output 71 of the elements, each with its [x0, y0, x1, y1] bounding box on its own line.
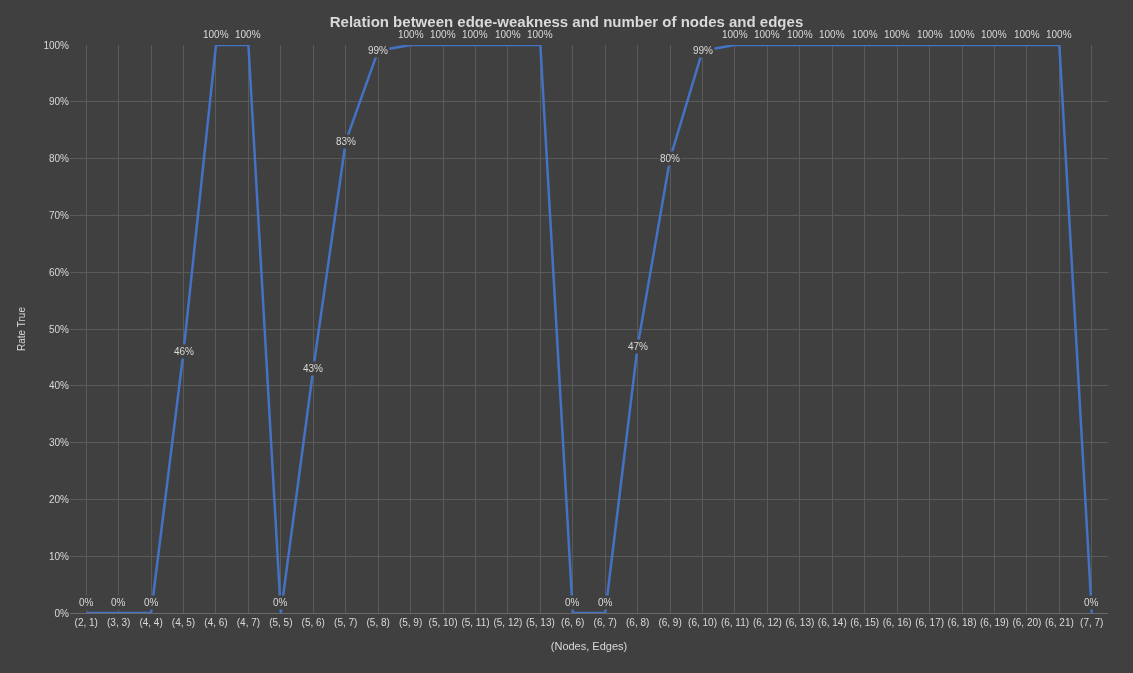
x-tick-label: (4, 6) [204, 617, 228, 628]
data-label: 100% [852, 29, 878, 40]
x-tick-label: (6, 11) [720, 617, 750, 628]
x-tick-label: (5, 7) [334, 617, 358, 628]
y-tick-label: 80% [48, 153, 70, 165]
x-tick-label: (6, 8) [625, 617, 650, 628]
x-tick-label: (6, 18) [947, 617, 977, 628]
data-label: 0% [273, 597, 288, 608]
x-tick-label: (5, 13) [525, 617, 555, 628]
data-label: 0% [565, 597, 580, 608]
data-label: 100% [949, 29, 975, 40]
y-tick-label: 70% [48, 209, 70, 221]
y-tick-label: 20% [48, 493, 70, 505]
data-label: 0% [598, 597, 613, 608]
x-tick-label: (5, 10) [428, 617, 458, 628]
x-tick-label: (6, 15) [850, 617, 880, 628]
data-label: 0% [111, 597, 126, 608]
data-label: 100% [235, 29, 261, 40]
y-tick-label: 60% [48, 266, 70, 278]
x-tick-label: (6, 6) [561, 617, 585, 628]
data-label: 100% [203, 29, 229, 40]
data-label: 0% [144, 597, 159, 608]
x-axis-title: (Nodes, Edges) [550, 640, 628, 653]
data-label: 0% [1084, 597, 1099, 608]
data-label: 100% [754, 29, 780, 40]
x-tick-label: (6, 13) [785, 617, 815, 628]
x-tick-label: (5, 12) [493, 617, 523, 628]
x-tick-label: (6, 9) [658, 617, 682, 628]
data-label: 100% [917, 29, 943, 40]
x-tick-label: (5, 11) [461, 617, 490, 628]
data-label: 100% [1046, 29, 1072, 40]
x-tick-label: (6, 19) [980, 617, 1009, 628]
x-tick-label: (6, 17) [915, 617, 945, 628]
data-label: 0% [79, 597, 94, 608]
data-label: 100% [398, 29, 424, 40]
x-tick-label: (4, 4) [139, 617, 163, 628]
x-tick-label: (2, 1) [74, 617, 98, 628]
y-tick-label: 90% [48, 96, 70, 108]
x-tick-label: (6, 20) [1012, 617, 1042, 628]
data-label: 100% [787, 29, 813, 40]
data-label: 100% [527, 29, 553, 40]
x-tick-label: (5, 6) [301, 617, 325, 628]
y-axis-title: Rate True [16, 306, 28, 351]
x-tick-label: (6, 7) [593, 617, 617, 628]
y-tick-label: 30% [48, 437, 70, 449]
data-label: 100% [462, 29, 488, 40]
data-label: 100% [495, 29, 521, 40]
y-tick-label: 0% [54, 607, 70, 619]
x-tick-label: (3, 3) [106, 617, 131, 628]
data-label: 100% [981, 29, 1007, 40]
x-tick-label: (5, 9) [398, 617, 423, 628]
y-tick-label: 40% [48, 380, 70, 392]
x-tick-label: (6, 12) [752, 617, 782, 628]
y-tick-label: 100% [43, 39, 70, 51]
y-tick-label: 10% [48, 550, 70, 562]
x-tick-label: (6, 10) [688, 617, 717, 628]
x-tick-label: (4, 7) [236, 617, 261, 628]
x-tick-label: (7, 7) [1080, 617, 1104, 628]
x-tick-label: (6, 21) [1044, 617, 1074, 628]
x-tick-label: (5, 8) [366, 617, 390, 628]
x-tick-label: (5, 5) [269, 617, 293, 628]
x-tick-label: (6, 16) [882, 617, 912, 628]
data-label: 100% [722, 29, 748, 40]
x-tick-label: (4, 5) [171, 617, 196, 628]
data-label: 100% [1014, 29, 1040, 40]
data-label: 100% [884, 29, 910, 40]
y-tick-label: 50% [48, 323, 70, 335]
chart-title: Relation between edge-weakness and number of nodes and edges [329, 13, 804, 31]
data-label: 100% [430, 29, 456, 40]
x-tick-label: (6, 14) [817, 617, 847, 628]
data-label: 100% [819, 29, 845, 40]
